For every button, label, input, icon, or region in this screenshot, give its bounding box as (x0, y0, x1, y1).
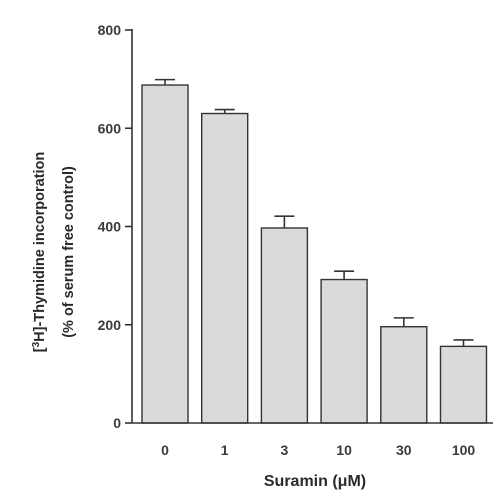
x-tick-label: 1 (221, 442, 229, 458)
y-axis-title: [3H]-Thymidine incorporation (31, 152, 48, 353)
y-tick-label: 0 (113, 415, 121, 431)
x-tick-label: 30 (396, 442, 412, 458)
y-tick-label: 400 (98, 219, 122, 235)
y-axis-title-superscript: 3 (31, 341, 42, 347)
bar (141, 84, 189, 424)
x-tick-label: 3 (281, 442, 289, 458)
y-axis-title-line1: H]-Thymidine incorporation (32, 152, 48, 342)
x-tick-label: 10 (336, 442, 352, 458)
bars (141, 84, 488, 424)
y-axis-title-line2: (% of serum free control) (61, 166, 77, 338)
x-tick-label: 0 (161, 442, 169, 458)
bar (200, 112, 249, 424)
bar (380, 326, 428, 424)
x-axis-title: Suramin (μM) (264, 473, 366, 490)
y-tick-label: 600 (98, 120, 122, 136)
y-tick-label: 800 (98, 22, 122, 38)
y-axis-ticks: 0 200 400 600 800 (98, 22, 132, 431)
y-axis-title-bracket: [ (32, 347, 48, 352)
bar (320, 278, 368, 424)
y-tick-label: 200 (98, 317, 122, 333)
bar (260, 227, 309, 424)
error-bars (155, 78, 474, 347)
x-tick-label: 100 (452, 442, 476, 458)
bar (439, 345, 488, 424)
x-axis-tick-labels: 0 1 3 10 30 100 (161, 442, 475, 458)
